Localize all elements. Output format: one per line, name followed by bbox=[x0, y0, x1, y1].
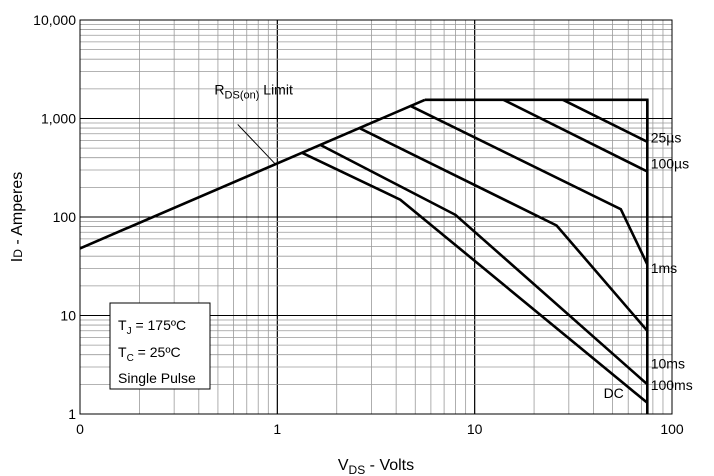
y-axis-label-main: I bbox=[9, 258, 26, 262]
note-tj-sub: J bbox=[127, 326, 132, 337]
y-tick-label: 1,000 bbox=[41, 111, 76, 127]
y-tick-label: 1 bbox=[68, 406, 76, 422]
plot-frame bbox=[79, 19, 673, 415]
conditions-box-frame bbox=[109, 302, 211, 390]
series-line bbox=[79, 98, 426, 250]
series-line bbox=[502, 98, 648, 173]
y-axis-label-sub: D bbox=[11, 249, 25, 258]
x-axis-label: VDS - Volts bbox=[338, 457, 414, 476]
curve-label-l10ms: 10ms bbox=[651, 355, 685, 371]
curve-label-l100ms: 100ms bbox=[651, 377, 693, 393]
note-tj: TJ = 175ºC bbox=[118, 317, 186, 337]
curve-labels: RDS(on) Limit 25µs 100µs 1ms 10ms 100ms DC bbox=[214, 82, 692, 402]
note-tc-rest: = 25ºC bbox=[134, 344, 181, 360]
y-tick-label: 10 bbox=[60, 308, 76, 324]
note-tc-sub: C bbox=[127, 353, 134, 364]
x-axis-label-rest: - Volts bbox=[365, 457, 414, 474]
note-pulse: Single Pulse bbox=[118, 370, 196, 386]
y-tick-labels: 1 10 100 1,000 10,000 bbox=[33, 12, 76, 422]
curve-label-l100: 100µs bbox=[651, 156, 689, 172]
rds-leader-line bbox=[237, 124, 276, 164]
curve-label-l1ms: 1ms bbox=[651, 260, 677, 276]
x-tick-label: 10 bbox=[467, 421, 483, 437]
x-tick-label: 0 bbox=[76, 421, 84, 437]
rds-limit-main: R bbox=[214, 82, 224, 98]
x-tick-label: 100 bbox=[660, 421, 684, 437]
rds-limit-label: RDS(on) Limit bbox=[214, 82, 293, 102]
series-line bbox=[425, 98, 649, 142]
rds-limit-rest: Limit bbox=[259, 82, 293, 98]
series-line bbox=[562, 98, 648, 143]
series-line bbox=[358, 126, 649, 332]
x-axis-label-sub: DS bbox=[349, 463, 366, 476]
y-tick-label: 10,000 bbox=[33, 12, 76, 28]
note-tc-main: T bbox=[118, 344, 127, 360]
series-line bbox=[301, 151, 649, 404]
curve-label-l25: 25µs bbox=[651, 130, 682, 146]
rds-limit-sub: DS(on) bbox=[225, 90, 260, 102]
series-lines bbox=[79, 98, 649, 414]
y-axis-label-rest: - Amperes bbox=[9, 172, 26, 249]
note-tj-main: T bbox=[118, 317, 127, 333]
series-line bbox=[319, 143, 649, 386]
note-tj-rest: = 175ºC bbox=[132, 317, 187, 333]
y-tick-label: 100 bbox=[53, 209, 77, 225]
x-tick-labels: 0 1 10 100 bbox=[76, 421, 684, 437]
x-axis-label-main: V bbox=[338, 457, 349, 474]
x-tick-label: 1 bbox=[273, 421, 281, 437]
series-line bbox=[409, 104, 649, 265]
conditions-box: TJ = 175ºC TC = 25ºC Single Pulse bbox=[109, 302, 211, 390]
note-tc: TC = 25ºC bbox=[118, 344, 181, 364]
curve-label-ldc: DC bbox=[604, 385, 624, 401]
y-axis-label: ID - Amperes bbox=[9, 172, 26, 262]
